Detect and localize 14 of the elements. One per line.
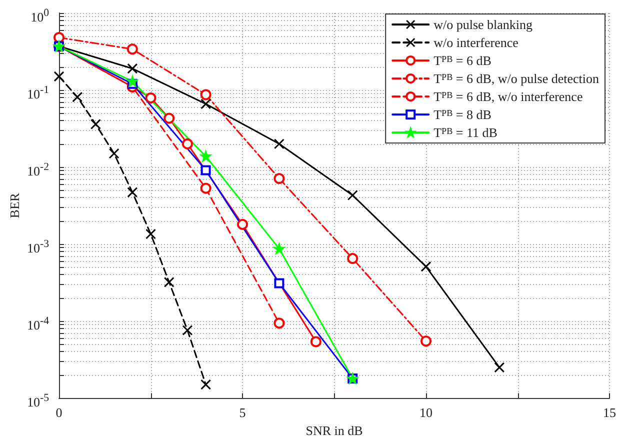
y-tick-label: 10$^{-2}$ bbox=[26, 160, 49, 180]
y-tick-label: 10$^{0}$ bbox=[30, 6, 49, 26]
x-axis-title: SNR in dB bbox=[306, 423, 364, 438]
x-tick-label: 10 bbox=[420, 405, 432, 420]
x-tick-label: 5 bbox=[239, 405, 246, 420]
legend-label: w/o interference bbox=[434, 35, 519, 50]
y-tick-label: 10$^{-3}$ bbox=[26, 237, 49, 258]
x-tick-label: 0 bbox=[56, 405, 62, 420]
legend-label: w/o pulse blanking bbox=[434, 17, 534, 32]
y-tick-label: 10$^{-5}$ bbox=[26, 391, 49, 412]
y-tick-label: 10$^{-4}$ bbox=[26, 314, 49, 334]
y-tick-label: 10$^{-1}$ bbox=[26, 83, 49, 104]
y-axis-title: BER bbox=[7, 192, 22, 218]
x-tick-label: 15 bbox=[603, 405, 616, 420]
